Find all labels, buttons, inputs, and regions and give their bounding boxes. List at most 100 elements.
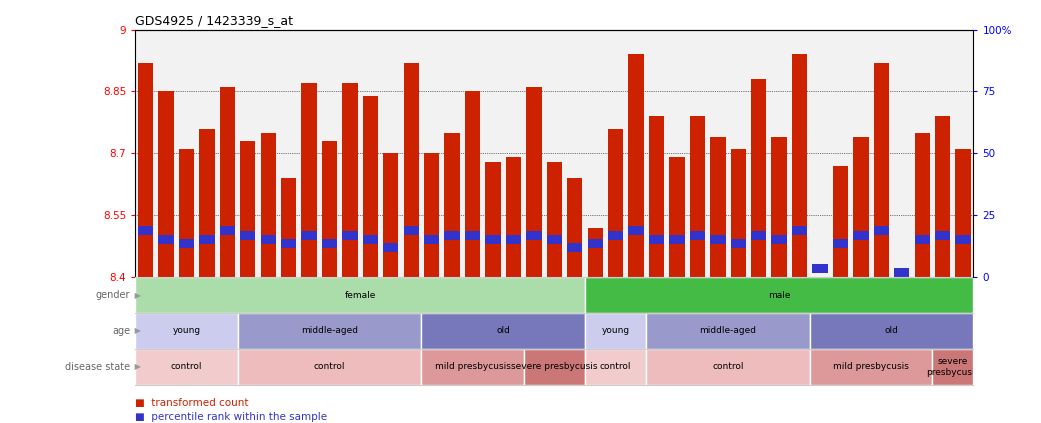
Bar: [585, 313, 646, 349]
Bar: [322, 239, 337, 248]
Bar: [894, 277, 910, 281]
Bar: [281, 239, 297, 248]
Bar: [362, 235, 378, 244]
Bar: [424, 235, 439, 244]
Bar: [302, 231, 316, 240]
Text: disease state: disease state: [65, 362, 130, 372]
Bar: [506, 235, 522, 244]
Bar: [833, 166, 848, 277]
Bar: [383, 154, 399, 277]
Bar: [833, 239, 848, 248]
Text: severe presbycusis: severe presbycusis: [511, 363, 598, 371]
Bar: [158, 235, 174, 244]
Bar: [956, 235, 971, 244]
Bar: [547, 235, 562, 244]
Bar: [506, 157, 522, 277]
Bar: [810, 313, 973, 349]
Bar: [422, 349, 524, 385]
Bar: [524, 349, 585, 385]
Bar: [854, 231, 868, 240]
Text: old: old: [497, 327, 510, 335]
Bar: [690, 116, 705, 277]
Bar: [547, 162, 562, 277]
Bar: [629, 226, 643, 236]
Bar: [587, 228, 603, 277]
Text: ■  percentile rank within the sample: ■ percentile rank within the sample: [135, 412, 328, 423]
Bar: [465, 231, 480, 240]
Bar: [792, 55, 807, 277]
Text: age: age: [112, 326, 130, 336]
Bar: [690, 231, 705, 240]
Bar: [710, 235, 726, 244]
Bar: [302, 83, 316, 277]
Text: control: control: [313, 363, 346, 371]
Bar: [669, 235, 685, 244]
Bar: [810, 349, 933, 385]
Bar: [608, 129, 624, 277]
Bar: [260, 235, 276, 244]
Bar: [812, 264, 828, 273]
Bar: [587, 239, 603, 248]
Bar: [237, 349, 422, 385]
Bar: [854, 137, 868, 277]
Bar: [751, 79, 766, 277]
Text: severe
presbycusis: severe presbycusis: [926, 357, 980, 376]
Bar: [260, 133, 276, 277]
Bar: [199, 129, 214, 277]
Bar: [527, 88, 541, 277]
Text: young: young: [173, 327, 201, 335]
Bar: [240, 231, 255, 240]
Bar: [646, 313, 810, 349]
Text: old: old: [885, 327, 898, 335]
Bar: [751, 231, 766, 240]
Bar: [404, 226, 418, 236]
Bar: [342, 83, 358, 277]
Text: control: control: [171, 363, 202, 371]
Text: ▶: ▶: [132, 363, 142, 371]
Bar: [158, 91, 174, 277]
Text: control: control: [600, 363, 632, 371]
Bar: [649, 235, 664, 244]
Bar: [915, 133, 930, 277]
Bar: [731, 239, 746, 248]
Bar: [629, 55, 643, 277]
Bar: [771, 137, 787, 277]
Bar: [567, 178, 582, 277]
Text: ■  transformed count: ■ transformed count: [135, 398, 249, 408]
Bar: [771, 235, 787, 244]
Text: middle-aged: middle-aged: [301, 327, 358, 335]
Bar: [915, 235, 930, 244]
Bar: [135, 313, 237, 349]
Text: GDS4925 / 1423339_s_at: GDS4925 / 1423339_s_at: [135, 14, 294, 27]
Text: male: male: [768, 291, 790, 299]
Bar: [935, 231, 950, 240]
Bar: [404, 63, 418, 277]
Bar: [894, 269, 910, 277]
Text: ▶: ▶: [132, 291, 142, 299]
Bar: [567, 243, 582, 252]
Bar: [137, 63, 153, 277]
Bar: [362, 96, 378, 277]
Bar: [179, 149, 194, 277]
Text: middle-aged: middle-aged: [700, 327, 757, 335]
Bar: [935, 116, 950, 277]
Bar: [485, 235, 501, 244]
Bar: [240, 141, 255, 277]
Bar: [179, 239, 194, 248]
Bar: [199, 235, 214, 244]
Bar: [649, 116, 664, 277]
Text: ▶: ▶: [132, 327, 142, 335]
Bar: [220, 88, 235, 277]
Bar: [646, 349, 810, 385]
Bar: [873, 63, 889, 277]
Bar: [485, 162, 501, 277]
Bar: [281, 178, 297, 277]
Text: mild presbycusis: mild presbycusis: [435, 363, 510, 371]
Bar: [135, 277, 585, 313]
Bar: [465, 91, 480, 277]
Bar: [220, 226, 235, 236]
Bar: [237, 313, 422, 349]
Bar: [424, 154, 439, 277]
Bar: [383, 243, 399, 252]
Text: mild presbycusis: mild presbycusis: [833, 363, 909, 371]
